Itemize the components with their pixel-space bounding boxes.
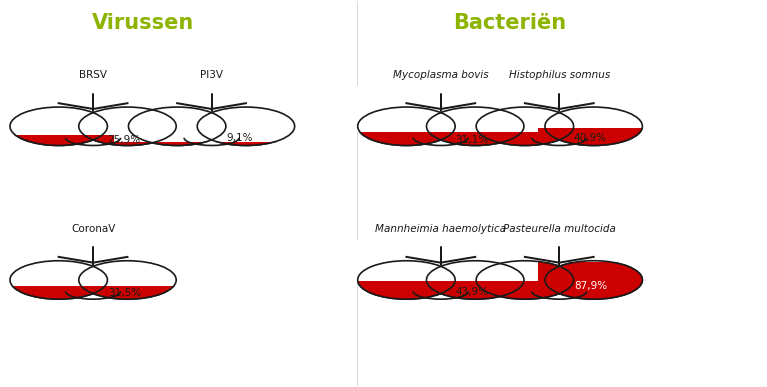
Ellipse shape bbox=[10, 261, 107, 299]
Ellipse shape bbox=[476, 261, 574, 299]
Ellipse shape bbox=[79, 261, 176, 299]
Ellipse shape bbox=[426, 107, 524, 146]
Text: 43,9%: 43,9% bbox=[456, 287, 489, 297]
Text: CoronaV: CoronaV bbox=[71, 224, 115, 234]
Ellipse shape bbox=[426, 261, 524, 299]
Ellipse shape bbox=[128, 107, 225, 146]
Text: 25,9%: 25,9% bbox=[107, 135, 141, 145]
Text: Mycoplasma bovis: Mycoplasma bovis bbox=[393, 70, 489, 80]
Ellipse shape bbox=[357, 107, 455, 146]
Ellipse shape bbox=[357, 107, 455, 146]
Bar bbox=[0, 240, 190, 286]
Ellipse shape bbox=[357, 261, 455, 299]
Bar bbox=[114, 86, 309, 142]
Text: Histophilus somnus: Histophilus somnus bbox=[509, 70, 610, 80]
Ellipse shape bbox=[128, 107, 225, 146]
Ellipse shape bbox=[545, 107, 643, 146]
Ellipse shape bbox=[545, 107, 643, 146]
Text: 31,1%: 31,1% bbox=[456, 135, 489, 145]
Text: 9,1%: 9,1% bbox=[226, 133, 252, 143]
Ellipse shape bbox=[476, 107, 574, 146]
Text: 31,5%: 31,5% bbox=[107, 288, 141, 298]
Ellipse shape bbox=[10, 107, 107, 146]
Bar bbox=[344, 240, 538, 281]
Text: Virussen: Virussen bbox=[91, 13, 194, 33]
Ellipse shape bbox=[545, 261, 643, 299]
Ellipse shape bbox=[10, 107, 107, 146]
Text: 40,9%: 40,9% bbox=[574, 134, 607, 143]
Text: Bacteriën: Bacteriën bbox=[453, 13, 566, 33]
Text: PI3V: PI3V bbox=[200, 70, 223, 80]
Ellipse shape bbox=[197, 107, 295, 146]
Ellipse shape bbox=[197, 107, 295, 146]
Ellipse shape bbox=[79, 107, 176, 146]
Text: Pasteurella multocida: Pasteurella multocida bbox=[503, 224, 616, 234]
Bar bbox=[0, 86, 190, 135]
Ellipse shape bbox=[79, 107, 176, 146]
Ellipse shape bbox=[357, 261, 455, 299]
Bar bbox=[344, 86, 538, 132]
Ellipse shape bbox=[426, 107, 524, 146]
Ellipse shape bbox=[79, 261, 176, 299]
Text: Mannheimia haemolytica: Mannheimia haemolytica bbox=[375, 224, 506, 234]
Text: 87,9%: 87,9% bbox=[574, 281, 607, 291]
Bar bbox=[462, 240, 657, 262]
Ellipse shape bbox=[10, 261, 107, 299]
Text: BRSV: BRSV bbox=[79, 70, 107, 80]
Ellipse shape bbox=[426, 261, 524, 299]
Bar bbox=[462, 86, 657, 128]
Ellipse shape bbox=[476, 107, 574, 146]
Ellipse shape bbox=[545, 261, 643, 299]
Ellipse shape bbox=[476, 261, 574, 299]
